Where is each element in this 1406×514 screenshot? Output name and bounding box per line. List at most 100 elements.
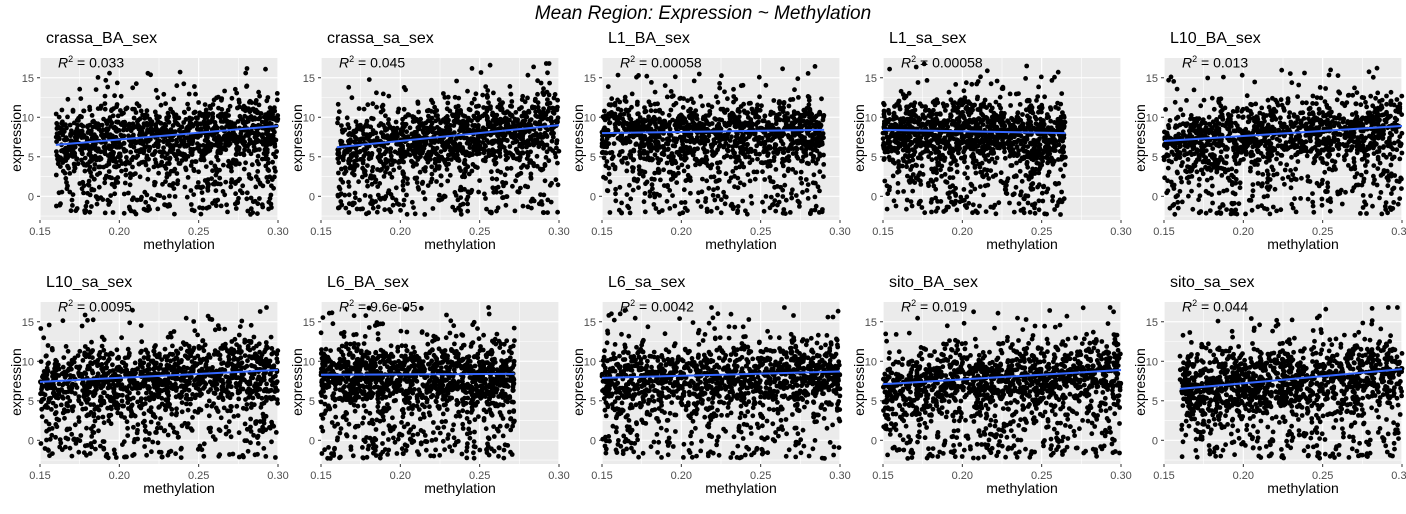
data-point: [243, 160, 248, 165]
data-point: [104, 174, 109, 179]
data-point: [470, 136, 475, 141]
data-point: [962, 171, 967, 176]
data-point: [678, 96, 683, 101]
data-point: [716, 100, 721, 105]
data-point: [530, 197, 535, 202]
data-point: [811, 155, 816, 160]
data-point: [807, 115, 812, 120]
data-point: [137, 162, 142, 167]
data-point: [488, 210, 493, 215]
data-point: [139, 109, 144, 114]
data-point: [554, 177, 559, 182]
data-point: [201, 198, 206, 203]
data-point: [470, 152, 475, 157]
data-point: [397, 159, 402, 164]
data-point: [799, 170, 804, 175]
data-point: [774, 167, 779, 172]
data-point: [501, 195, 506, 200]
data-point: [712, 152, 717, 157]
data-point: [348, 166, 353, 171]
data-point: [258, 111, 263, 116]
data-point: [161, 139, 166, 144]
data-point: [535, 140, 540, 145]
data-point: [791, 131, 796, 136]
data-point: [114, 165, 119, 170]
data-point: [542, 193, 547, 198]
data-point: [706, 186, 711, 191]
data-point: [1040, 191, 1045, 196]
data-point: [962, 116, 967, 121]
data-point: [347, 210, 352, 215]
data-point: [719, 73, 724, 78]
data-point: [528, 134, 533, 139]
y-tick-label: 15: [584, 73, 596, 85]
data-point: [692, 123, 697, 128]
data-point: [128, 175, 133, 180]
data-point: [448, 137, 453, 142]
data-point: [516, 156, 521, 161]
data-point: [625, 161, 630, 166]
data-point: [205, 135, 210, 140]
data-point: [649, 156, 654, 161]
data-point: [62, 137, 67, 142]
data-point: [181, 81, 186, 86]
data-point: [263, 112, 268, 117]
data-point: [661, 144, 666, 149]
data-point: [410, 160, 415, 165]
data-point: [654, 125, 659, 130]
data-point: [665, 199, 670, 204]
data-point: [535, 154, 540, 159]
data-point: [243, 105, 248, 110]
data-point: [362, 154, 367, 159]
data-point: [229, 180, 234, 185]
data-point: [228, 185, 233, 190]
data-point: [781, 101, 786, 106]
data-point: [617, 136, 622, 141]
data-point: [360, 175, 365, 180]
data-point: [217, 142, 222, 147]
data-point: [692, 79, 697, 84]
data-point: [684, 120, 689, 125]
data-point: [339, 167, 344, 172]
data-point: [257, 103, 262, 108]
data-point: [805, 188, 810, 193]
data-point: [509, 92, 514, 97]
data-point: [339, 123, 344, 128]
data-point: [121, 128, 126, 133]
data-point: [401, 188, 406, 193]
data-point: [643, 191, 648, 196]
data-point: [388, 171, 393, 176]
data-point: [685, 98, 690, 103]
data-point: [678, 153, 683, 158]
data-point: [762, 209, 767, 214]
data-point: [103, 107, 108, 112]
data-point: [411, 164, 416, 169]
data-point: [247, 100, 252, 105]
data-point: [109, 108, 114, 113]
data-point: [257, 196, 262, 201]
data-point: [428, 150, 433, 155]
y-axis-title: expression: [289, 93, 305, 183]
data-point: [618, 185, 623, 190]
data-point: [125, 106, 130, 111]
data-point: [613, 167, 618, 172]
data-point: [528, 175, 533, 180]
data-point: [670, 193, 675, 198]
data-point: [69, 208, 74, 213]
data-point: [73, 135, 78, 140]
data-point: [63, 171, 68, 176]
data-point: [962, 187, 967, 192]
data-point: [386, 117, 391, 122]
data-point: [660, 127, 665, 132]
data-point: [688, 178, 693, 183]
data-point: [716, 122, 721, 127]
data-point: [256, 154, 261, 159]
data-point: [135, 122, 140, 127]
data-point: [203, 102, 208, 107]
data-point: [213, 180, 218, 185]
data-point: [1037, 182, 1042, 187]
data-point: [602, 109, 607, 114]
data-point: [497, 151, 502, 156]
data-point: [235, 148, 240, 153]
data-point: [621, 141, 626, 146]
